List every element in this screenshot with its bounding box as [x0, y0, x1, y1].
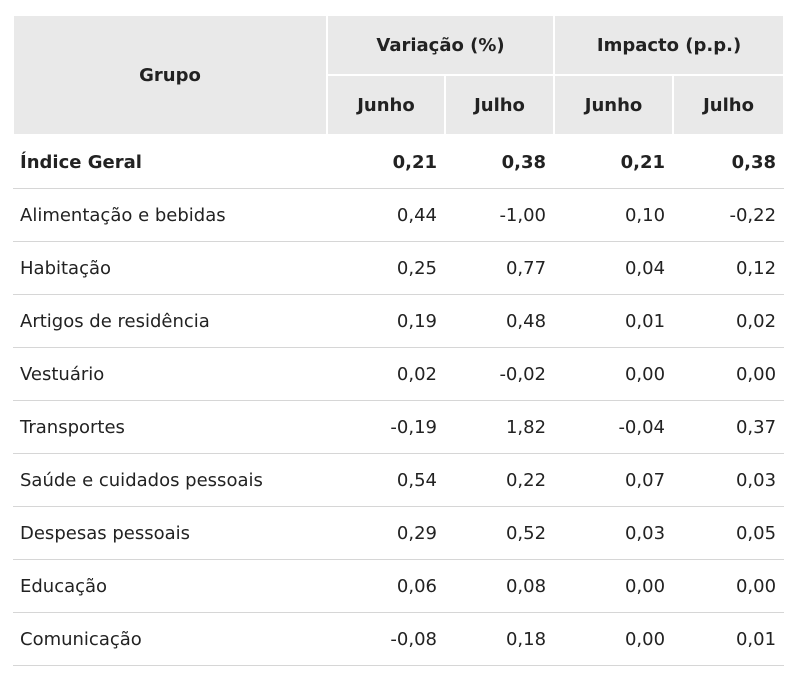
cell-value: 0,05 — [673, 506, 785, 560]
cell-value: -0,08 — [327, 612, 445, 666]
sub-header: Julho — [672, 74, 786, 136]
table-row: Transportes -0,19 1,82 -0,04 0,37 — [13, 400, 785, 454]
table-head: Grupo Variação (%) Impacto (p.p.) Junho … — [12, 14, 786, 136]
table-row: Saúde e cuidados pessoais 0,54 0,22 0,07 0,0… — [13, 453, 785, 507]
span-header: Impacto (p.p.) — [553, 14, 786, 76]
cell-value: 1,82 — [445, 400, 555, 454]
header-row: Grupo Variação (%) Impacto (p.p.) — [12, 14, 786, 136]
cell-value: 0,10 — [554, 188, 674, 242]
cell-value: 0,29 — [327, 506, 445, 560]
cell-value: 0,22 — [445, 453, 555, 507]
cell-value: 0,02 — [327, 347, 445, 401]
cell-value: 0,03 — [554, 506, 674, 560]
cell-value: 0,01 — [673, 612, 785, 666]
table-row: Despesas pessoais 0,29 0,52 0,03 0,05 — [13, 506, 785, 560]
group-name: Vestuário — [13, 347, 327, 401]
table-row: Comunicação -0,08 0,18 0,00 0,01 — [13, 612, 785, 666]
cell-value: 0,00 — [673, 559, 785, 613]
cell-value: 0,18 — [445, 612, 555, 666]
group-header: Grupo — [12, 14, 328, 136]
cell-value: 0,02 — [673, 294, 785, 348]
cell-value: 0,03 — [673, 453, 785, 507]
data-table: Grupo Variação (%) Impacto (p.p.) Junho … — [12, 14, 786, 666]
table-row: Vestuário 0,02 -0,02 0,00 0,00 — [13, 347, 785, 401]
sub-header: Junho — [553, 74, 675, 136]
group-name: Índice Geral — [13, 135, 327, 189]
group-name: Alimentação e bebidas — [13, 188, 327, 242]
cell-value: 0,06 — [327, 559, 445, 613]
cell-value: 0,19 — [327, 294, 445, 348]
cell-value: -1,00 — [445, 188, 555, 242]
cell-value: 0,25 — [327, 241, 445, 295]
table-row: Artigos de residência 0,19 0,48 0,01 0,02 — [13, 294, 785, 348]
table-row: Alimentação e bebidas 0,44 -1,00 0,10 -0,22 — [13, 188, 785, 242]
table-row: Índice Geral 0,21 0,38 0,21 0,38 — [13, 135, 785, 189]
cell-value: 0,37 — [673, 400, 785, 454]
group-name: Despesas pessoais — [13, 506, 327, 560]
cell-value: 0,44 — [327, 188, 445, 242]
cell-value: -0,19 — [327, 400, 445, 454]
table-row: Habitação 0,25 0,77 0,04 0,12 — [13, 241, 785, 295]
table-row: Educação 0,06 0,08 0,00 0,00 — [13, 559, 785, 613]
group-name: Habitação — [13, 241, 327, 295]
cell-value: 0,21 — [554, 135, 674, 189]
cell-value: 0,00 — [554, 612, 674, 666]
sub-header: Junho — [326, 74, 446, 136]
cell-value: 0,21 — [327, 135, 445, 189]
group-name: Comunicação — [13, 612, 327, 666]
cell-value: 0,00 — [673, 347, 785, 401]
cell-value: 0,08 — [445, 559, 555, 613]
cell-value: 0,01 — [554, 294, 674, 348]
header-row: Junho Julho Junho Julho — [13, 74, 786, 136]
group-name: Transportes — [13, 400, 327, 454]
cell-value: 0,38 — [445, 135, 555, 189]
cell-value: 0,04 — [554, 241, 674, 295]
group-name: Artigos de residência — [13, 294, 327, 348]
cell-value: 0,77 — [445, 241, 555, 295]
cell-value: 0,38 — [673, 135, 785, 189]
cell-value: 0,07 — [554, 453, 674, 507]
cell-value: -0,22 — [673, 188, 785, 242]
cell-value: -0,04 — [554, 400, 674, 454]
cell-value: 0,52 — [445, 506, 555, 560]
group-name: Educação — [13, 559, 327, 613]
group-name: Saúde e cuidados pessoais — [13, 453, 327, 507]
table-body: Índice Geral 0,21 0,38 0,21 0,38 Alimentação … — [13, 135, 785, 666]
cell-value: 0,00 — [554, 347, 674, 401]
cell-value: -0,02 — [445, 347, 555, 401]
span-header: Variação (%) — [325, 14, 556, 76]
cell-value: 0,00 — [554, 559, 674, 613]
cell-value: 0,54 — [327, 453, 445, 507]
cell-value: 0,48 — [445, 294, 555, 348]
sub-header: Julho — [443, 74, 556, 136]
cell-value: 0,12 — [673, 241, 785, 295]
